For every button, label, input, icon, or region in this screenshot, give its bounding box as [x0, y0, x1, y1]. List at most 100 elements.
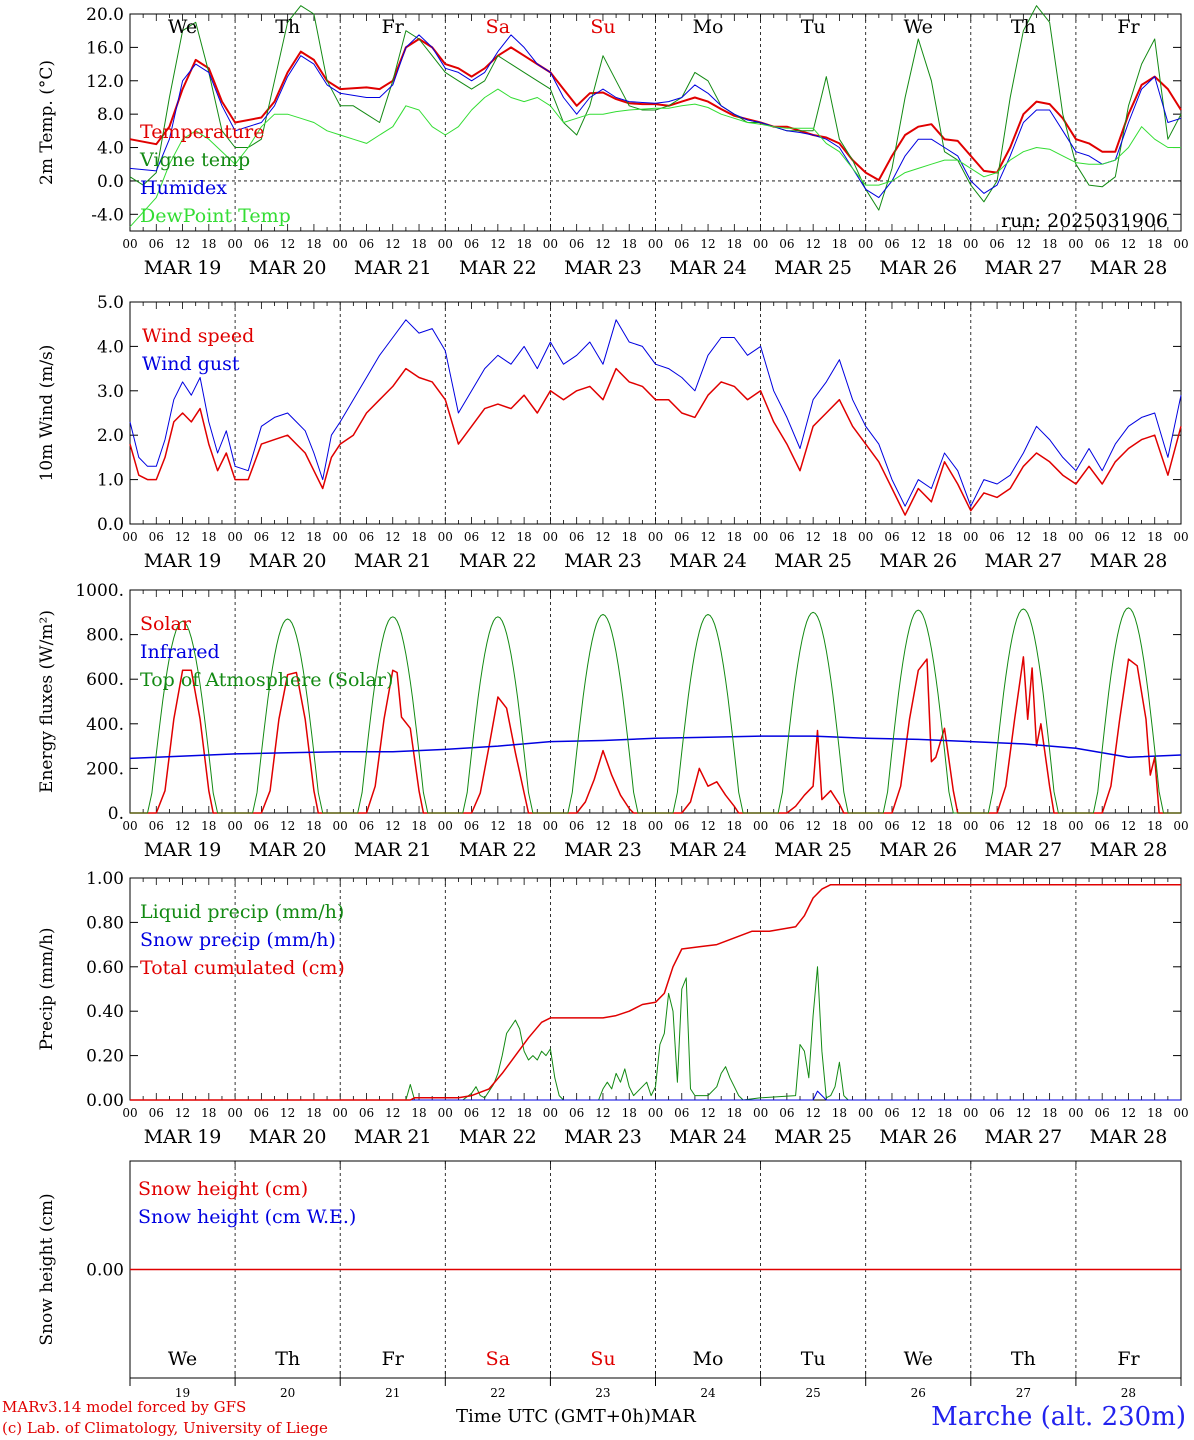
y-axis-label: 10m Wind (m/s) [37, 345, 57, 482]
series-line [129, 88, 1181, 228]
x-date-label: MAR 19 [144, 1126, 222, 1148]
x-hour-label: 06 [884, 1106, 899, 1120]
y-tick-label: 0.00 [86, 1261, 124, 1281]
x-hour-label: 06 [779, 1106, 794, 1120]
legend-entry: Infrared [140, 641, 220, 663]
x-hour-label: 00 [543, 819, 558, 833]
x-hour-label: 00 [1173, 1106, 1188, 1120]
x-hour-label: 12 [911, 1106, 926, 1120]
x-hour-label: 18 [306, 1106, 321, 1120]
day-of-week-label: Su [590, 16, 615, 38]
y-axis-label: Energy fluxes (W/m²) [37, 610, 57, 793]
x-date-label: MAR 26 [879, 1126, 957, 1148]
x-hour-label: 06 [1095, 819, 1110, 833]
x-hour-label: 18 [1042, 530, 1057, 544]
x-hour-label: 06 [779, 530, 794, 544]
x-hour-label: 18 [1147, 237, 1162, 251]
x-hour-label: 12 [280, 1106, 295, 1120]
x-hour-label: 00 [858, 530, 873, 544]
x-hour-label: 18 [516, 819, 531, 833]
x-hour-label: 06 [674, 237, 689, 251]
x-hour-label: 00 [753, 1106, 768, 1120]
x-hour-label: 06 [149, 237, 164, 251]
y-tick-label: 1.00 [86, 869, 124, 889]
legend-entry: Vigne temp [139, 149, 250, 171]
x-hour-label: 00 [1173, 237, 1188, 251]
x-hour-label: 12 [385, 530, 400, 544]
x-hour-label: 00 [227, 530, 242, 544]
x-hour-label: 18 [306, 819, 321, 833]
x-hour-label: 06 [779, 819, 794, 833]
x-hour-label: 00 [333, 530, 348, 544]
x-hour-label: 12 [700, 237, 715, 251]
x-hour-label: 12 [280, 819, 295, 833]
x-hour-label: 12 [1121, 237, 1136, 251]
day-of-week-label: Mo [693, 1348, 724, 1370]
day-of-week-label: Tu [801, 16, 826, 38]
x-hour-label: 00 [227, 819, 242, 833]
x-hour-label: 12 [385, 237, 400, 251]
x-hour-label: 12 [700, 530, 715, 544]
x-hour-label: 06 [254, 237, 269, 251]
x-date-label: MAR 21 [354, 257, 432, 279]
x-hour-label: 12 [1016, 530, 1031, 544]
y-axis-label: 2m Temp. (°C) [37, 60, 57, 185]
x-date-label: MAR 27 [984, 1126, 1062, 1148]
legend-entry: Humidex [140, 177, 227, 199]
x-hour-label: 18 [306, 237, 321, 251]
y-tick-label: 0.0 [97, 172, 124, 192]
x-hour-label: 00 [122, 530, 137, 544]
x-hour-label: 18 [1042, 237, 1057, 251]
x-date-label: MAR 24 [669, 550, 747, 572]
series-line [129, 319, 1182, 507]
panel-frame [129, 589, 1182, 814]
x-date-label: MAR 23 [564, 1126, 642, 1148]
legend-entry: Solar [140, 613, 192, 635]
x-hour-label: 00 [227, 1106, 242, 1120]
y-tick-label: 4.0 [97, 139, 124, 159]
y-tick-label: 400. [86, 715, 124, 735]
x-hour-label: 12 [175, 819, 190, 833]
y-tick-label: 1000. [75, 581, 124, 601]
x-hour-label: 12 [595, 530, 610, 544]
y-tick-label: 20.0 [86, 5, 124, 25]
x-hour-label: 06 [149, 819, 164, 833]
x-hour-label: 18 [937, 530, 952, 544]
x-hour-label: 00 [858, 1106, 873, 1120]
x-hour-label: 18 [1147, 1106, 1162, 1120]
x-hour-label: 06 [254, 530, 269, 544]
x-hour-label: 06 [359, 819, 374, 833]
x-hour-label: 18 [622, 530, 637, 544]
x-hour-label: 12 [806, 819, 821, 833]
x-date-label: MAR 25 [774, 1126, 852, 1148]
series-line [130, 1090, 1181, 1101]
x-hour-label: 00 [753, 819, 768, 833]
x-date-label: MAR 19 [144, 257, 222, 279]
day-of-week-label: Mo [693, 16, 724, 38]
x-hour-label: 18 [1042, 1106, 1057, 1120]
x-date-label: MAR 22 [459, 550, 537, 572]
x-hour-label: 06 [359, 237, 374, 251]
x-hour-label: 18 [832, 237, 847, 251]
x-hour-label: 18 [937, 819, 952, 833]
x-hour-label: 00 [333, 819, 348, 833]
legend-entry: Temperature [140, 121, 264, 143]
y-tick-label: -4.0 [91, 205, 124, 225]
x-hour-label: 06 [569, 530, 584, 544]
x-hour-label: 00 [858, 819, 873, 833]
x-hour-label: 00 [1068, 530, 1083, 544]
x-hour-label: 18 [832, 1106, 847, 1120]
x-hour-label: 00 [1068, 1106, 1083, 1120]
x-hour-label: 06 [884, 237, 899, 251]
x-hour-label: 18 [1147, 819, 1162, 833]
x-hour-label: 12 [175, 530, 190, 544]
x-date-label: MAR 21 [354, 839, 432, 861]
x-hour-label: 06 [884, 530, 899, 544]
x-hour-label: 18 [1147, 530, 1162, 544]
x-hour-label: 06 [254, 819, 269, 833]
x-hour-label: 06 [359, 1106, 374, 1120]
x-date-label: MAR 28 [1090, 550, 1168, 572]
x-hour-label: 00 [963, 530, 978, 544]
day-of-week-label: We [904, 1348, 933, 1370]
x-hour-label: 12 [911, 819, 926, 833]
